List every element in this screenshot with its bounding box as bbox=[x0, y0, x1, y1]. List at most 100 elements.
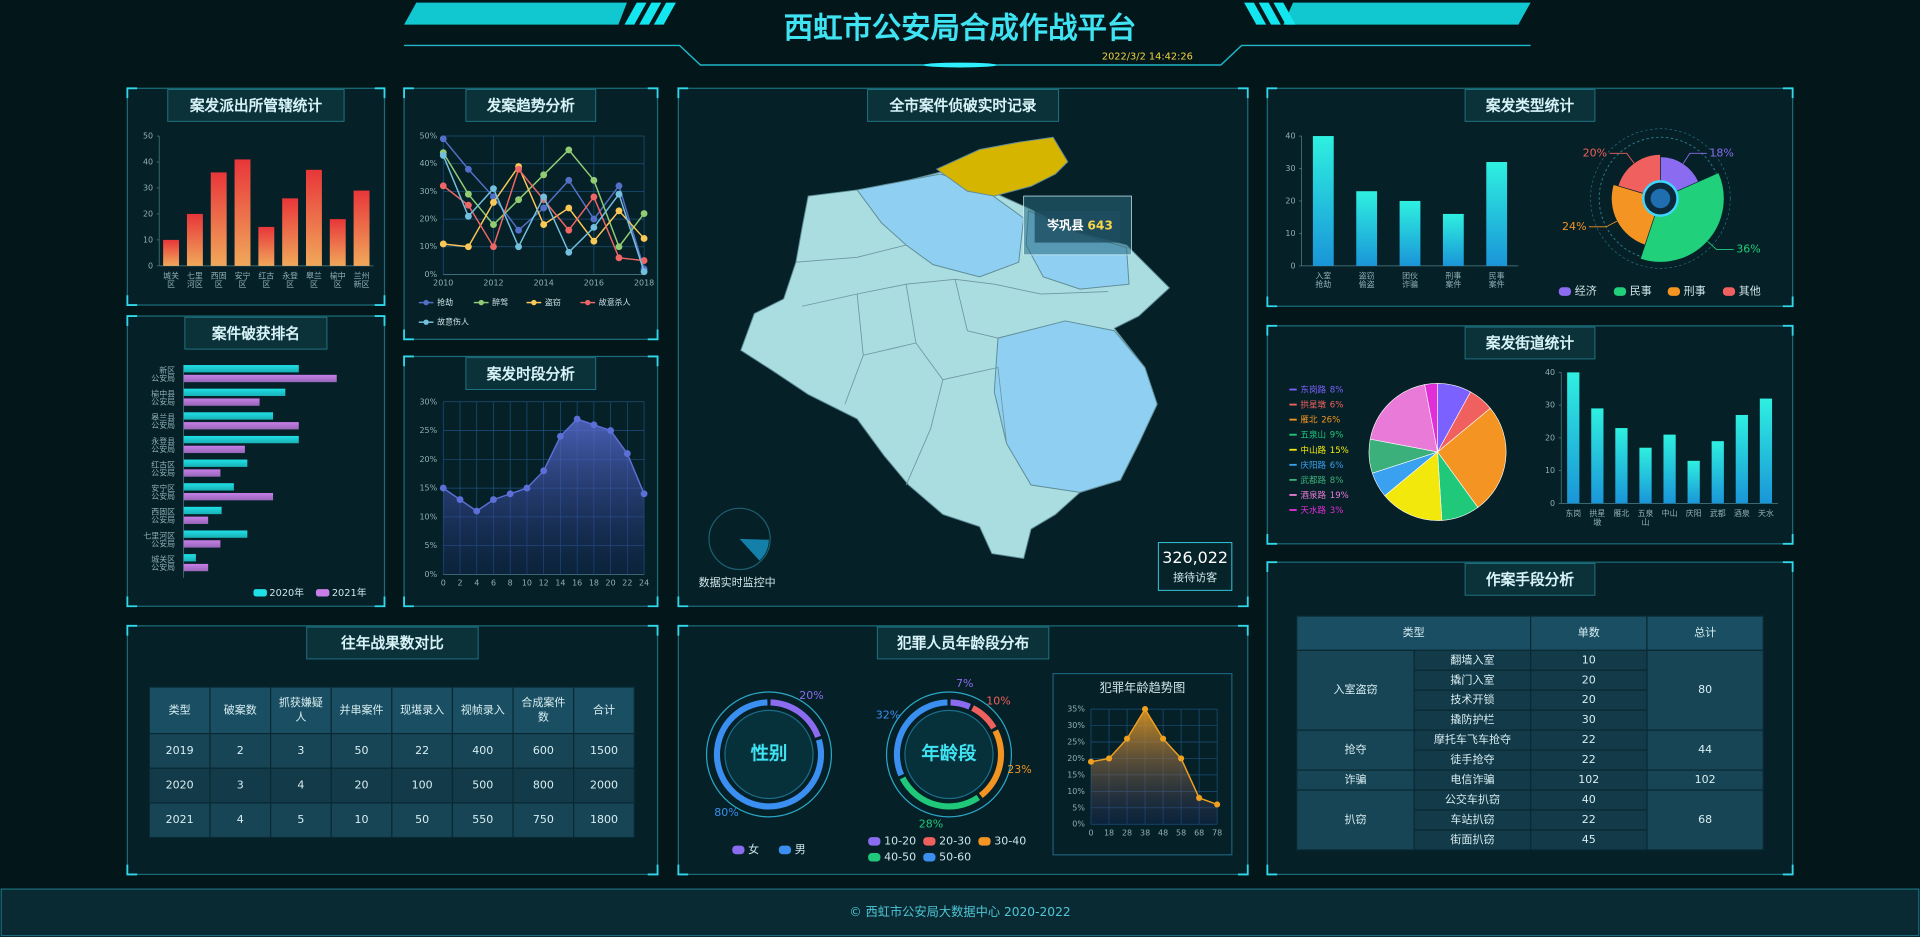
panel-corner bbox=[1237, 624, 1249, 636]
panel-corner bbox=[647, 355, 659, 367]
rose-core bbox=[1650, 188, 1671, 209]
legend-label: 2020年 bbox=[269, 586, 304, 599]
header-stripe bbox=[1244, 2, 1267, 25]
table-cell-text: 22 bbox=[415, 744, 429, 757]
tooltip-value: 643 bbox=[1087, 218, 1113, 232]
table-cell bbox=[1646, 649, 1764, 731]
panel-title-box bbox=[306, 626, 479, 660]
x-tick-label: 20 bbox=[606, 578, 616, 587]
label-line: 区 bbox=[167, 280, 175, 289]
legend-swatch bbox=[478, 299, 484, 306]
y-tick-label: 七里河区公安局 bbox=[143, 530, 175, 548]
map-border bbox=[801, 278, 1109, 307]
header-stripe bbox=[639, 2, 662, 25]
point bbox=[1178, 755, 1185, 762]
legend-label: 庆阳路 6% bbox=[1300, 458, 1343, 470]
panel bbox=[126, 315, 386, 607]
panel-corner bbox=[1266, 561, 1278, 572]
y-tick-label: 20% bbox=[419, 215, 437, 224]
data-label: 32% bbox=[876, 709, 900, 722]
legend-swatch bbox=[1558, 287, 1572, 296]
tooltip-name: 岑巩县 bbox=[1046, 217, 1084, 232]
point bbox=[464, 243, 472, 251]
x-tick-label: 2014 bbox=[534, 278, 554, 287]
legend-swatch bbox=[315, 589, 330, 597]
panel-corner bbox=[1266, 324, 1278, 336]
label-line: 团伙 bbox=[1402, 271, 1418, 280]
point bbox=[490, 221, 497, 229]
header-cell bbox=[1296, 615, 1532, 651]
ring-center-label: 年龄段 bbox=[921, 742, 977, 764]
table-cell-text: 电信诈骗 bbox=[1450, 772, 1494, 786]
column-header: 类型 bbox=[1403, 625, 1425, 639]
group-total: 102 bbox=[1695, 773, 1716, 786]
label-line: 七里 bbox=[187, 271, 203, 280]
label-line: 合计 bbox=[593, 702, 615, 716]
bar bbox=[183, 412, 274, 420]
panel-corner bbox=[647, 864, 659, 876]
x-tick-label: 18 bbox=[1104, 828, 1114, 837]
x-tick-label: 七里河区 bbox=[187, 271, 203, 289]
table-cell-text: 2 bbox=[237, 744, 244, 757]
label-line: 拱星 bbox=[1589, 508, 1605, 518]
x-tick-label: 庆阳 bbox=[1686, 508, 1702, 518]
header-cell bbox=[1530, 615, 1648, 651]
x-tick-label: 城关区 bbox=[163, 270, 179, 289]
point bbox=[565, 146, 573, 154]
panel-title: 发案趋势分析 bbox=[486, 97, 575, 115]
point bbox=[515, 243, 522, 251]
table-cell-text: 1800 bbox=[590, 813, 618, 826]
label-line: 西固区 bbox=[151, 507, 175, 516]
bar bbox=[183, 374, 337, 383]
label-line: 公安局 bbox=[151, 372, 175, 382]
panel-corner bbox=[126, 864, 138, 876]
y-tick-label: 30 bbox=[1285, 164, 1295, 173]
bar bbox=[183, 530, 248, 538]
y-tick-label: 0% bbox=[425, 570, 438, 579]
label-line: 公安局 bbox=[151, 538, 175, 548]
footer-bar bbox=[0, 888, 1920, 937]
label-line: 公安局 bbox=[151, 443, 175, 453]
data-label: 18% bbox=[1709, 146, 1733, 159]
legend-swatch bbox=[423, 319, 429, 325]
datetime: 2022/3/2 14:42:26 bbox=[1102, 51, 1193, 62]
bar bbox=[1663, 434, 1676, 504]
y-tick-label: 红古区公安局 bbox=[151, 459, 175, 477]
panel-corner bbox=[1782, 87, 1794, 99]
point bbox=[490, 185, 497, 193]
y-tick-label: 20% bbox=[1067, 754, 1085, 763]
page-title: 西虹市公安局合成作战平台 bbox=[784, 11, 1137, 45]
bar bbox=[1567, 372, 1580, 504]
label-line: 红古 bbox=[258, 270, 274, 280]
status-text: 数据实时监控中 bbox=[699, 575, 776, 589]
y-tick-label: 西固区公安局 bbox=[151, 507, 175, 524]
point bbox=[473, 507, 481, 515]
y-tick-label: 40 bbox=[1285, 132, 1295, 141]
bar bbox=[1442, 213, 1464, 266]
legend-value: 15% bbox=[1330, 445, 1349, 455]
label-line: 五泉 bbox=[1638, 508, 1654, 518]
x-tick-label: 14 bbox=[555, 578, 565, 587]
point bbox=[556, 432, 564, 440]
legend-swatch bbox=[585, 299, 591, 306]
panel-corner bbox=[647, 596, 659, 608]
panel-title-box bbox=[184, 316, 328, 350]
panel-title-box bbox=[465, 357, 597, 391]
legend-label: 40-50 bbox=[884, 850, 916, 863]
y-tick-label: 25% bbox=[1067, 737, 1085, 746]
bar bbox=[1356, 191, 1378, 266]
bar bbox=[1711, 441, 1724, 504]
bar bbox=[183, 365, 299, 373]
legend-label: 民事 bbox=[1630, 285, 1652, 298]
area bbox=[443, 419, 645, 575]
slice bbox=[1639, 172, 1725, 263]
y-tick-label: 城关区公安局 bbox=[151, 553, 175, 571]
point bbox=[490, 243, 497, 251]
legend-swatch bbox=[253, 589, 267, 597]
slice bbox=[978, 729, 1005, 799]
legend-value: 6% bbox=[1330, 400, 1344, 410]
label-line: 墩 bbox=[1593, 516, 1601, 526]
x-tick-label: 五泉山 bbox=[1638, 508, 1654, 527]
y-tick-label: 10 bbox=[143, 235, 153, 244]
x-tick-label: 16 bbox=[572, 578, 582, 587]
